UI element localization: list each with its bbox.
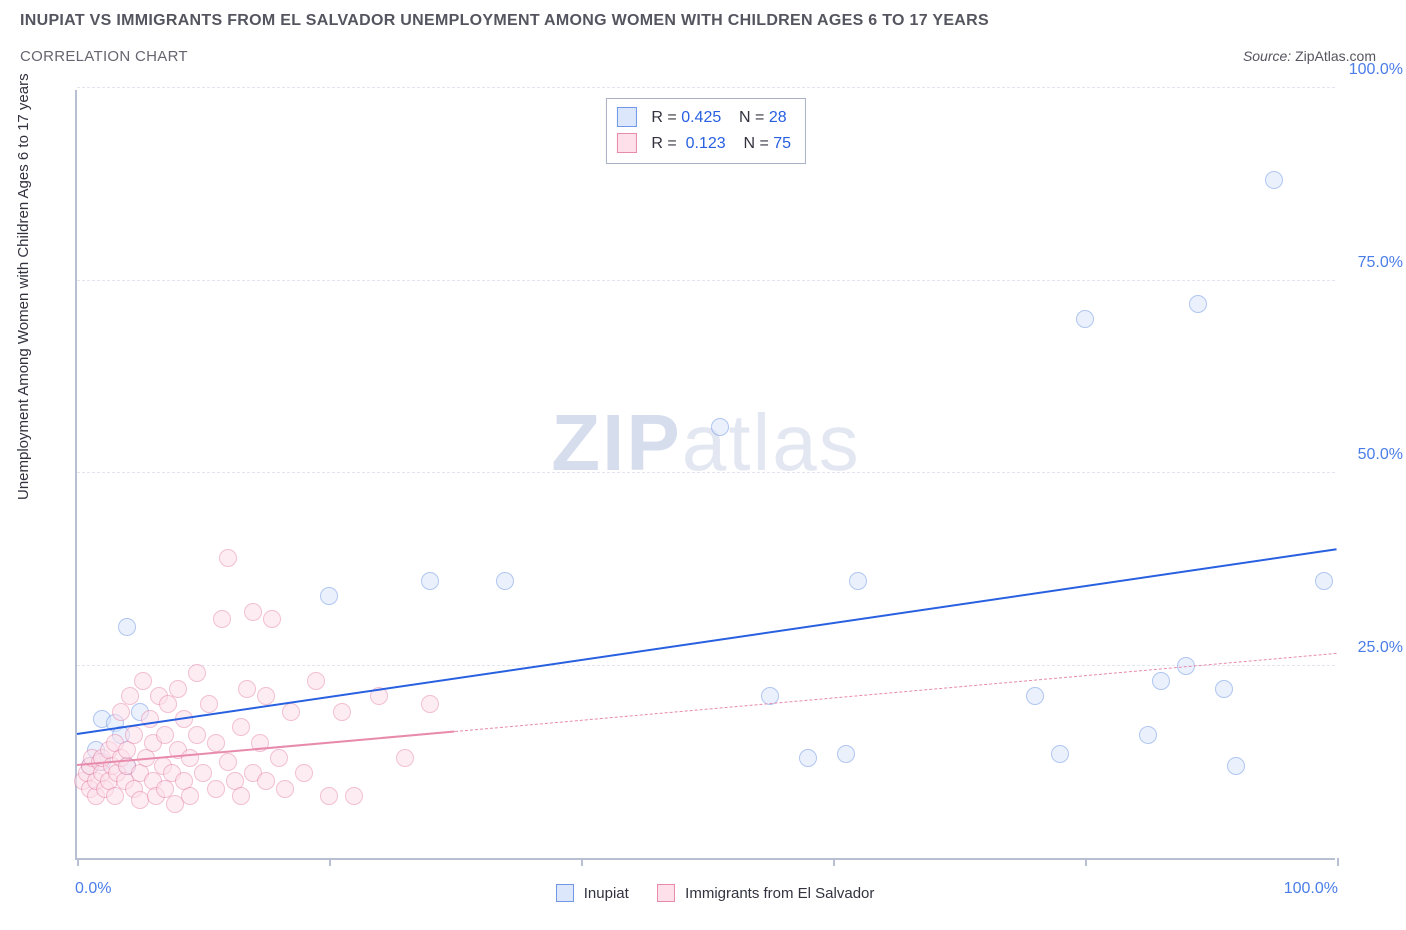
y-tick-label: 75.0% xyxy=(1358,254,1403,272)
data-point-inupiat xyxy=(1227,757,1245,775)
data-point-elsalv xyxy=(131,791,149,809)
data-point-elsalv xyxy=(263,610,281,628)
data-point-elsalv xyxy=(396,749,414,767)
trendline xyxy=(77,548,1337,735)
x-tick-mark xyxy=(329,858,331,866)
data-point-elsalv xyxy=(194,764,212,782)
gridline-h xyxy=(77,665,1335,666)
data-point-inupiat xyxy=(320,587,338,605)
data-point-inupiat xyxy=(1215,680,1233,698)
x-tick-mark xyxy=(1337,858,1339,866)
data-point-elsalv xyxy=(244,603,262,621)
data-point-elsalv xyxy=(307,672,325,690)
data-point-elsalv xyxy=(134,672,152,690)
data-point-elsalv xyxy=(333,703,351,721)
data-point-inupiat xyxy=(1315,572,1333,590)
data-point-elsalv xyxy=(118,741,136,759)
data-point-inupiat xyxy=(421,572,439,590)
watermark-atlas: atlas xyxy=(682,398,861,487)
data-point-inupiat xyxy=(1189,295,1207,313)
chart-title: INUPIAT VS IMMIGRANTS FROM EL SALVADOR U… xyxy=(20,12,989,30)
data-point-elsalv xyxy=(421,695,439,713)
data-point-inupiat xyxy=(1076,310,1094,328)
data-point-elsalv xyxy=(276,780,294,798)
legend-r-label-0: R = xyxy=(651,109,676,126)
data-point-elsalv xyxy=(219,753,237,771)
data-point-inupiat xyxy=(837,745,855,763)
legend-swatch-elsalv xyxy=(617,133,637,153)
data-point-elsalv xyxy=(320,787,338,805)
chart-subtitle: CORRELATION CHART xyxy=(20,48,188,65)
x-tick-mark xyxy=(1085,858,1087,866)
data-point-elsalv xyxy=(169,680,187,698)
correlation-legend: R = 0.425 N = 28 R = 0.123 N = 75 xyxy=(606,98,806,164)
data-point-elsalv xyxy=(112,703,130,721)
data-point-elsalv xyxy=(219,549,237,567)
x-tick-mark xyxy=(833,858,835,866)
data-point-inupiat xyxy=(1139,726,1157,744)
data-point-elsalv xyxy=(156,726,174,744)
data-point-inupiat xyxy=(1265,171,1283,189)
data-point-elsalv xyxy=(141,710,159,728)
data-point-elsalv xyxy=(121,687,139,705)
data-point-inupiat xyxy=(799,749,817,767)
data-point-elsalv xyxy=(270,749,288,767)
data-point-elsalv xyxy=(238,680,256,698)
data-point-elsalv xyxy=(213,610,231,628)
watermark: ZIPatlas xyxy=(551,397,860,489)
gridline-h xyxy=(77,87,1335,88)
y-tick-label: 50.0% xyxy=(1358,446,1403,464)
y-axis-label: Unemployment Among Women with Children A… xyxy=(15,73,32,500)
data-point-elsalv xyxy=(232,718,250,736)
data-point-elsalv xyxy=(232,787,250,805)
legend-n-label-1: N = xyxy=(743,135,768,152)
legend-row-inupiat: R = 0.425 N = 28 xyxy=(617,105,791,131)
data-point-inupiat xyxy=(118,618,136,636)
x-tick-mark xyxy=(77,858,79,866)
series-legend: Inupiat Immigrants from El Salvador xyxy=(20,884,1386,902)
data-point-elsalv xyxy=(181,787,199,805)
series-swatch-inupiat xyxy=(556,884,574,902)
legend-r-value-1: 0.123 xyxy=(686,135,726,152)
data-point-elsalv xyxy=(295,764,313,782)
legend-row-elsalv: R = 0.123 N = 75 xyxy=(617,131,791,157)
data-point-elsalv xyxy=(345,787,363,805)
watermark-zip: ZIP xyxy=(551,398,681,487)
data-point-inupiat xyxy=(849,572,867,590)
data-point-elsalv xyxy=(181,749,199,767)
data-point-elsalv xyxy=(125,726,143,744)
series-swatch-elsalv xyxy=(657,884,675,902)
data-point-elsalv xyxy=(282,703,300,721)
legend-n-value-0: 28 xyxy=(769,109,787,126)
data-point-inupiat xyxy=(711,418,729,436)
data-point-inupiat xyxy=(1152,672,1170,690)
data-point-inupiat xyxy=(496,572,514,590)
legend-r-value-0: 0.425 xyxy=(681,109,721,126)
data-point-elsalv xyxy=(188,726,206,744)
source-label: Source: xyxy=(1243,48,1291,64)
data-point-elsalv xyxy=(159,695,177,713)
legend-n-label-0: N = xyxy=(739,109,764,126)
data-point-elsalv xyxy=(207,734,225,752)
y-tick-label: 25.0% xyxy=(1358,639,1403,657)
data-point-elsalv xyxy=(106,787,124,805)
series-label-elsalv: Immigrants from El Salvador xyxy=(685,885,874,902)
data-point-elsalv xyxy=(200,695,218,713)
data-point-elsalv xyxy=(257,687,275,705)
data-point-inupiat xyxy=(1026,687,1044,705)
chart-container: Unemployment Among Women with Children A… xyxy=(20,80,1386,920)
data-point-elsalv xyxy=(188,664,206,682)
legend-swatch-inupiat xyxy=(617,107,637,127)
data-point-elsalv xyxy=(257,772,275,790)
legend-n-value-1: 75 xyxy=(773,135,791,152)
gridline-h xyxy=(77,472,1335,473)
y-tick-label: 100.0% xyxy=(1349,61,1403,79)
series-label-inupiat: Inupiat xyxy=(584,885,629,902)
gridline-h xyxy=(77,280,1335,281)
x-tick-mark xyxy=(581,858,583,866)
plot-area: ZIPatlas R = 0.425 N = 28 R = 0.123 N = … xyxy=(75,90,1335,860)
data-point-inupiat xyxy=(1051,745,1069,763)
legend-r-label-1: R = xyxy=(651,135,676,152)
data-point-elsalv xyxy=(207,780,225,798)
